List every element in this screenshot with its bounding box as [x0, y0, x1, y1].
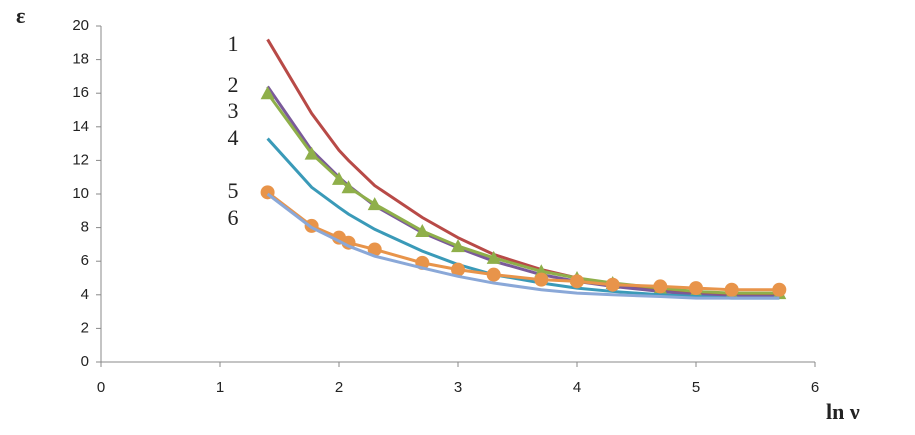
marker: [415, 223, 430, 237]
marker: [605, 277, 620, 292]
y-tick-label: 10: [72, 185, 89, 202]
x-tick-label: 1: [216, 379, 224, 396]
marker: [367, 197, 382, 211]
x-axis-label: ln ν: [826, 399, 860, 424]
marker: [772, 282, 787, 297]
x-tick-label: 0: [97, 379, 105, 396]
series-line: [266, 38, 780, 297]
marker: [260, 86, 275, 100]
marker: [689, 281, 703, 296]
marker: [724, 282, 739, 297]
y-tick-label: 14: [72, 118, 89, 135]
x-tick-label: 5: [692, 379, 700, 396]
marker: [332, 171, 346, 185]
y-tick-label: 4: [81, 286, 89, 303]
y-tick-label: 8: [81, 219, 89, 236]
y-tick-label: 18: [72, 51, 89, 68]
series-line: [266, 192, 780, 300]
marker: [570, 274, 584, 289]
y-tick-label: 2: [81, 319, 89, 336]
series-label: 3: [228, 98, 239, 123]
y-tick-label: 0: [81, 353, 89, 370]
series-label: 5: [228, 178, 239, 203]
series-label: 6: [228, 205, 239, 230]
marker: [451, 262, 465, 277]
marker: [367, 242, 382, 257]
x-tick-label: 3: [454, 379, 462, 396]
marker: [486, 250, 501, 264]
y-tick-label: 20: [72, 17, 89, 34]
marker: [304, 146, 319, 160]
x-tick-label: 2: [335, 379, 343, 396]
marker: [534, 272, 549, 287]
y-axis-label: ε: [16, 3, 25, 28]
x-tick-label: 6: [811, 379, 819, 396]
marker: [451, 239, 465, 253]
series-label: 1: [228, 31, 239, 56]
y-tick-label: 6: [81, 252, 89, 269]
series-line: [266, 137, 780, 300]
y-tick-label: 12: [72, 151, 89, 168]
marker: [341, 180, 356, 194]
series-label: 4: [228, 125, 239, 150]
series-label: 2: [228, 72, 239, 97]
marker: [486, 267, 501, 282]
marker: [653, 279, 668, 294]
y-tick-label: 16: [72, 84, 89, 101]
x-tick-label: 4: [573, 379, 581, 396]
